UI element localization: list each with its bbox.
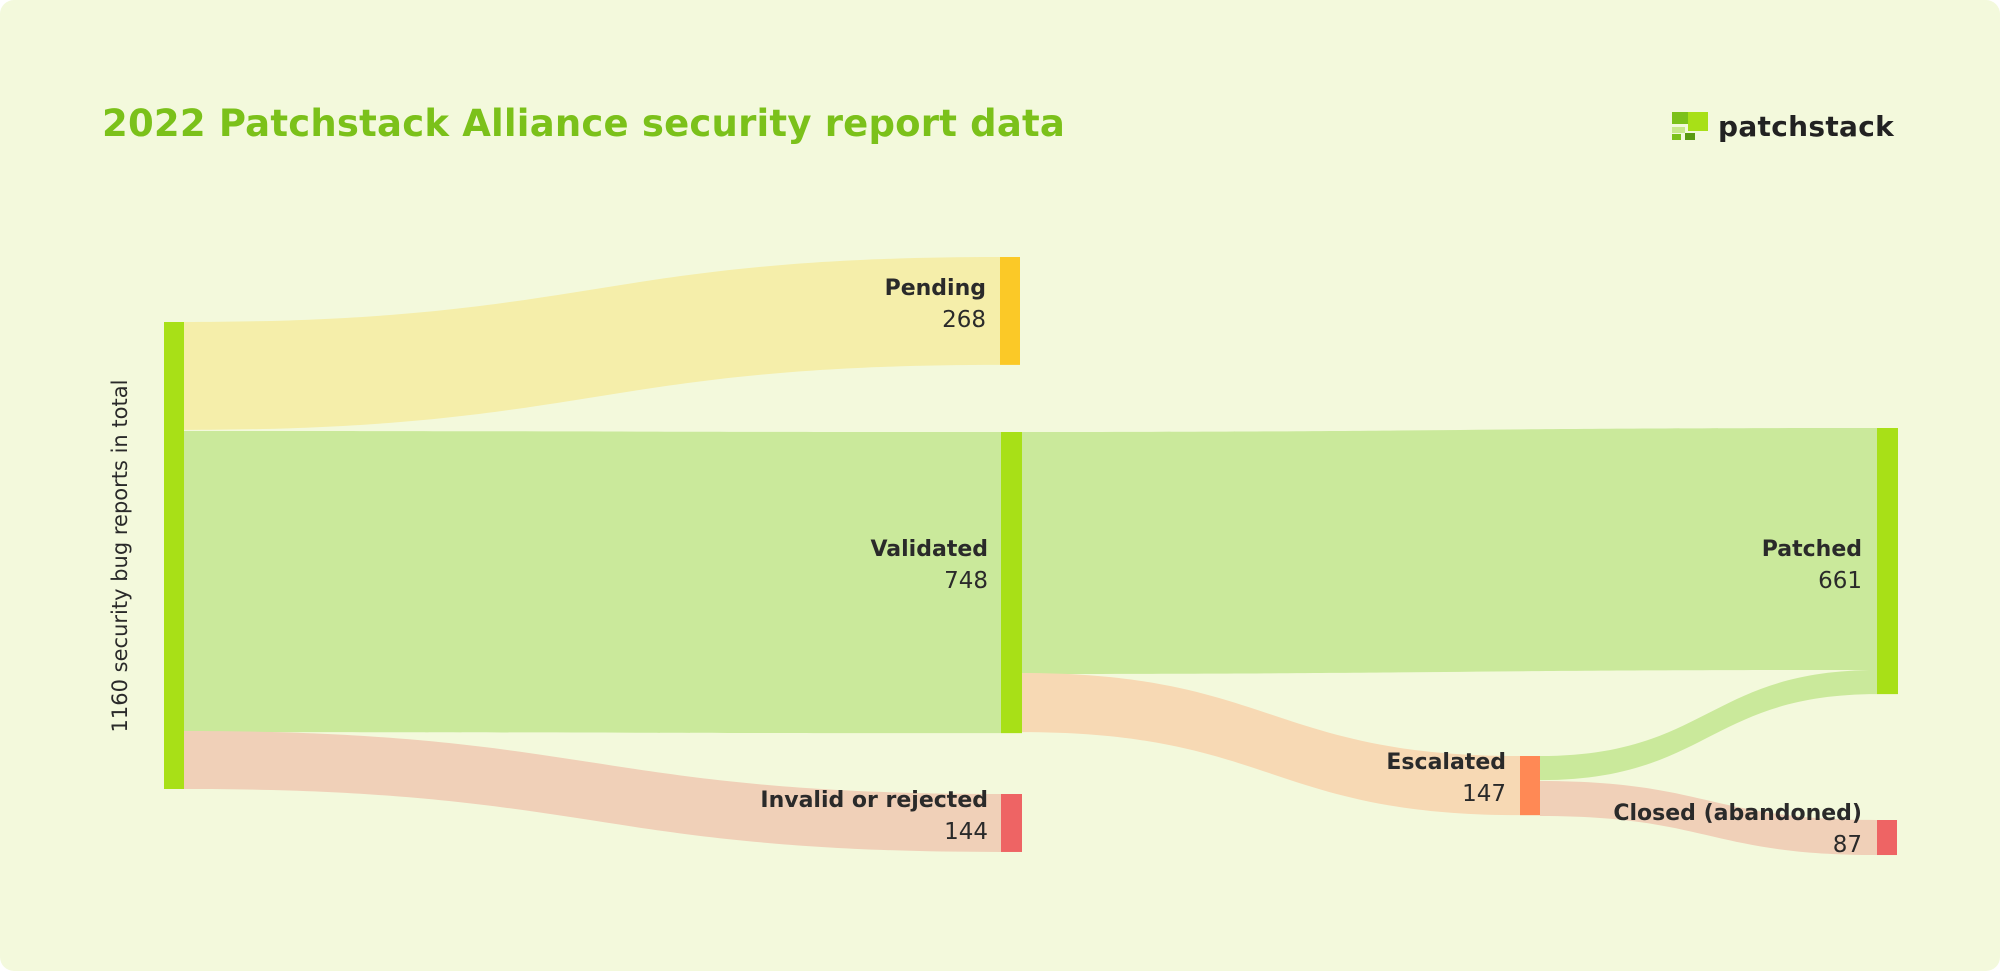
node-total <box>164 322 184 789</box>
node-value-rejected: 144 <box>944 819 988 845</box>
node-label-patched: Patched <box>1762 537 1862 562</box>
chart-title: 2022 Patchstack Alliance security report… <box>102 102 1066 145</box>
node-escalated <box>1520 756 1540 816</box>
node-label-escalated: Escalated <box>1386 750 1506 775</box>
link-total-to-rejected <box>184 731 1001 852</box>
node-label-rejected: Invalid or rejected <box>760 788 988 813</box>
node-value-escalated: 147 <box>1462 781 1506 807</box>
sankey-labels: Pending 268 Validated 748 Invalid or rejecte… <box>108 276 1862 858</box>
node-validated <box>1001 432 1022 734</box>
node-value-patched: 661 <box>1818 568 1862 594</box>
node-label-validated: Validated <box>870 537 988 562</box>
link-escalated-to-closed <box>1540 781 1877 856</box>
node-pending <box>1000 257 1020 365</box>
sankey-links <box>184 257 1877 856</box>
node-closed <box>1877 820 1897 856</box>
node-label-pending: Pending <box>885 276 986 301</box>
brand-logo: patchstack <box>1672 109 1895 143</box>
node-rejected <box>1001 794 1022 852</box>
brand-name: patchstack <box>1718 109 1895 143</box>
link-validated-to-patched <box>1022 428 1877 674</box>
node-label-closed: Closed (abandoned) <box>1613 801 1862 826</box>
link-validated-to-escalated <box>1022 673 1520 816</box>
node-value-closed: 87 <box>1833 832 1862 858</box>
patchstack-logo-icon <box>1672 112 1708 140</box>
node-patched <box>1877 428 1898 695</box>
source-label: 1160 security bug reports in total <box>108 380 132 733</box>
link-total-to-pending <box>184 257 1000 430</box>
node-value-pending: 268 <box>942 307 986 333</box>
node-value-validated: 748 <box>944 568 988 594</box>
sankey-nodes <box>164 257 1898 856</box>
link-escalated-to-patched <box>1540 670 1877 781</box>
link-total-to-validated <box>184 431 1001 734</box>
